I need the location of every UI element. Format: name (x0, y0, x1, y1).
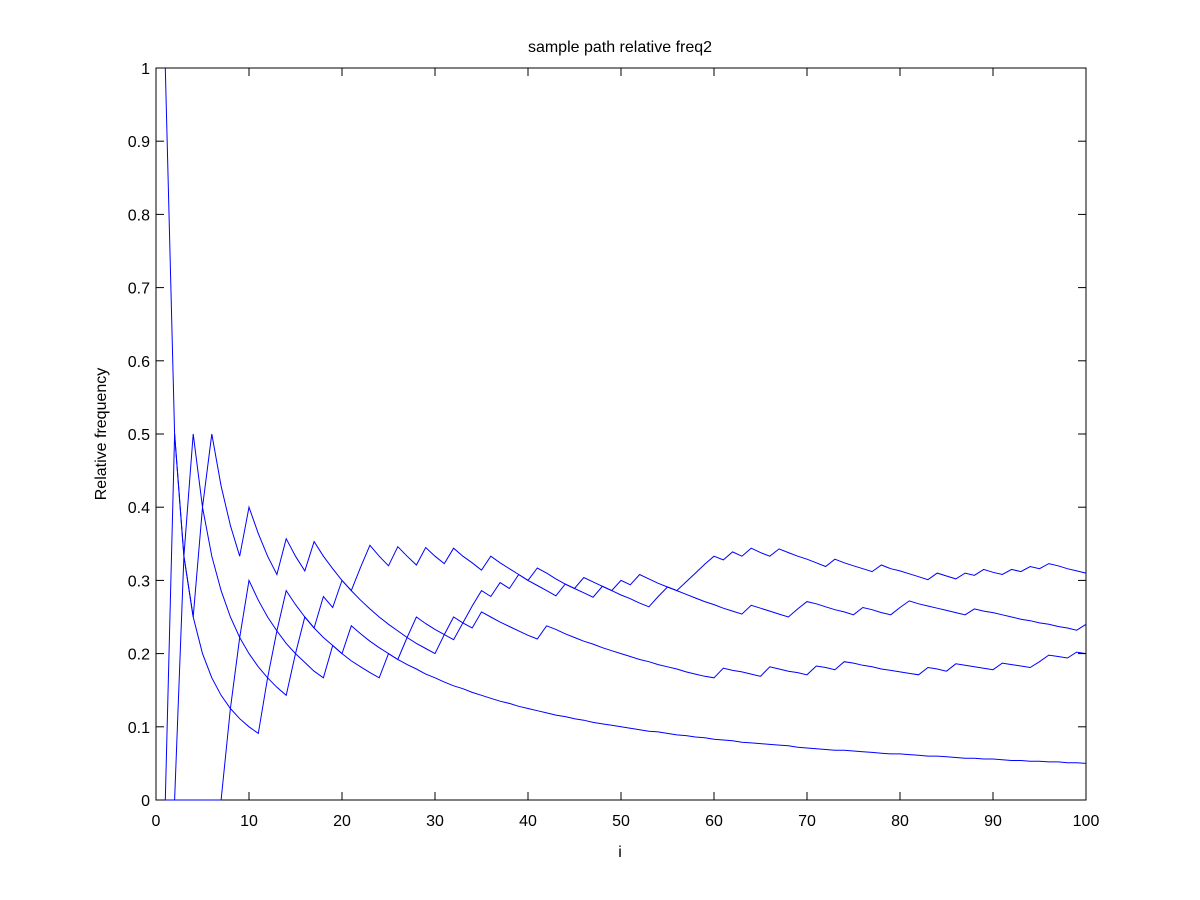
x-tick-label: 100 (1073, 813, 1100, 830)
x-tick-label: 10 (240, 813, 258, 830)
y-tick-label: 0.7 (128, 281, 150, 298)
y-tick-label: 0.3 (128, 573, 150, 590)
x-tick-label: 30 (426, 813, 444, 830)
chart-title: sample path relative freq2 (528, 39, 712, 56)
x-tick-label: 60 (705, 813, 723, 830)
x-axis-ticks: 0 10 20 30 40 50 60 70 80 90 100 (152, 68, 1100, 830)
y-axis-label: Relative frequency (93, 368, 110, 501)
y-tick-label: 0.2 (128, 647, 150, 664)
series-line-1 (164, 67, 1087, 764)
x-tick-label: 90 (984, 813, 1002, 830)
y-tick-label: 0.8 (128, 207, 150, 224)
x-tick-label: 70 (798, 813, 816, 830)
series-line-3 (165, 507, 1087, 801)
y-tick-label: 0.4 (128, 500, 150, 517)
y-tick-label: 0.6 (128, 354, 150, 371)
y-tick-label: 0.5 (128, 427, 150, 444)
series-group (164, 67, 1087, 801)
y-axis-ticks: 0 0.1 0.2 0.3 0.4 0.5 0.6 0.7 0.8 0.9 1 (128, 61, 1086, 810)
x-axis-label: i (618, 844, 622, 861)
x-tick-label: 0 (152, 813, 161, 830)
series-line-2 (164, 433, 1087, 801)
x-tick-label: 80 (891, 813, 909, 830)
y-tick-label: 0.9 (128, 134, 150, 151)
y-tick-label: 1 (141, 61, 150, 78)
y-tick-label: 0 (141, 793, 150, 810)
y-tick-label: 0.1 (128, 720, 150, 737)
series-line-4 (165, 567, 1087, 801)
x-tick-label: 50 (612, 813, 630, 830)
x-tick-label: 40 (519, 813, 537, 830)
x-tick-label: 20 (333, 813, 351, 830)
